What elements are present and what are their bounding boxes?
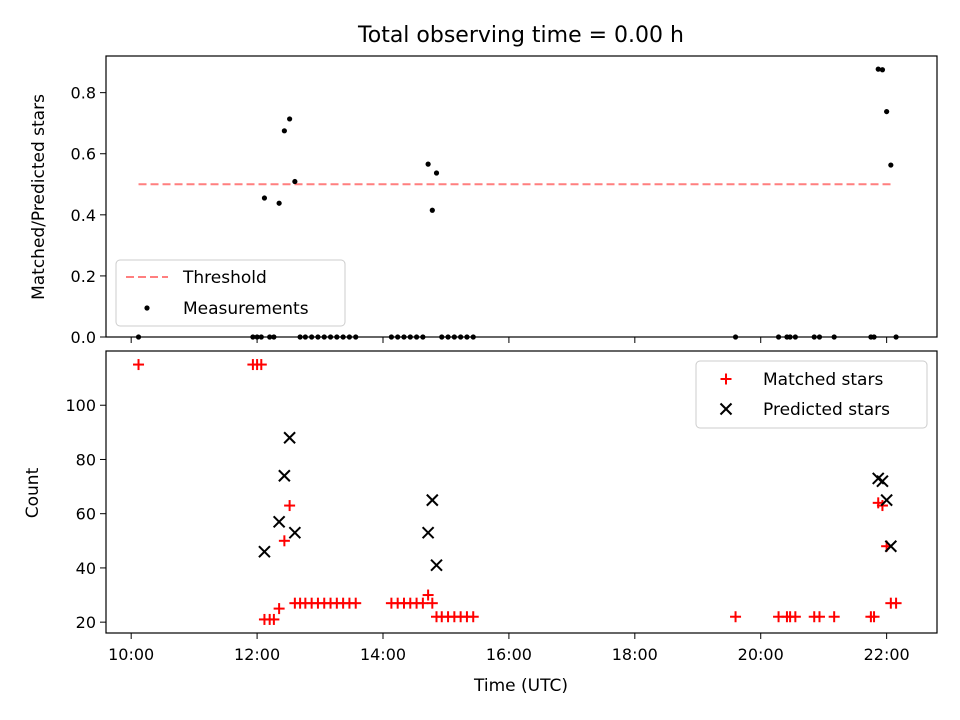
measurement-point <box>287 116 293 122</box>
matched-star-point <box>813 611 825 623</box>
bottom-panel-legend: Matched stars Predicted stars <box>695 360 928 429</box>
matched-star-point <box>890 597 902 609</box>
predicted-star-point <box>278 469 291 482</box>
bottom-panel-xlabel: Time (UTC) <box>473 676 568 696</box>
matched-star-point <box>268 613 280 625</box>
measurement-point <box>425 161 431 167</box>
top-panel-x-ticks <box>130 337 888 343</box>
measurement-point <box>433 170 440 176</box>
matched-star-point <box>255 359 267 371</box>
bottom-xtick-label: 16:00 <box>486 645 532 664</box>
top-panel-y-ticks: 0.0 0.2 0.4 0.6 0.8 <box>71 84 106 347</box>
legend-predicted-marker <box>719 402 733 416</box>
measurement-point <box>875 66 881 72</box>
legend-matched-swatch <box>720 373 732 385</box>
bottom-legend-box <box>695 360 928 429</box>
measurement-point <box>429 207 435 213</box>
matched-star-point <box>417 597 429 609</box>
predicted-star-point <box>430 559 443 572</box>
legend-threshold-label: Threshold <box>182 268 267 288</box>
bottom-xtick-label: 14:00 <box>360 645 406 664</box>
matched-star-point <box>426 597 438 609</box>
matched-star-point <box>284 500 296 512</box>
matched-star-point <box>730 611 742 623</box>
bottom-xtick-label: 10:00 <box>108 645 154 664</box>
bottom-xtick-label: 22:00 <box>864 645 910 664</box>
top-panel-title: Total observing time = 0.00 h <box>357 23 684 48</box>
matched-star-point <box>350 597 362 609</box>
bottom-xtick-label: 12:00 <box>234 645 280 664</box>
predicted-star-point <box>426 493 439 507</box>
bottom-ytick-label: 20 <box>76 613 96 632</box>
matched-star-point <box>422 589 434 601</box>
top-ytick-label: 0.8 <box>71 84 96 103</box>
bottom-xtick-label: 20:00 <box>738 645 784 664</box>
legend-predicted-swatch <box>719 402 733 416</box>
measurement-point <box>261 195 268 201</box>
predicted-star-point <box>258 545 271 558</box>
measurement-point <box>879 67 886 73</box>
bottom-panel-frame <box>105 350 938 634</box>
top-panel-ylabel: Matched/Predicted stars <box>29 94 49 300</box>
bottom-ytick-label: 60 <box>76 505 96 524</box>
top-panel-frame <box>105 55 938 338</box>
measurement-point <box>888 162 894 168</box>
top-panel-legend: Threshold Measurements <box>115 259 346 327</box>
matched-star-point <box>133 359 145 371</box>
legend-measurements-swatch <box>144 305 150 311</box>
measurement-point <box>281 128 287 134</box>
top-ytick-label: 0.2 <box>71 267 96 286</box>
predicted-star-point <box>884 540 898 553</box>
legend-matched-marker <box>720 373 732 385</box>
matched-star-point <box>278 535 290 547</box>
top-ytick-label: 0.6 <box>71 145 96 164</box>
legend-matched-label: Matched stars <box>763 370 883 390</box>
predicted-star-point <box>880 493 893 507</box>
predicted-star-point <box>421 526 435 539</box>
legend-measurements-label: Measurements <box>183 299 309 319</box>
top-legend-box <box>115 259 346 327</box>
matched-star-point <box>868 611 880 623</box>
bottom-panel-y-ticks: 20 40 60 80 100 <box>65 396 106 632</box>
measurement-point <box>292 178 298 185</box>
bottom-ytick-label: 80 <box>76 450 96 469</box>
bottom-panel-plot-area <box>133 359 902 625</box>
top-panel: Total observing time = 0.00 h Matched/Pr… <box>29 23 938 347</box>
bottom-panel-x-ticks: 10:00 12:00 14:00 16:00 18:00 20:00 22:00 <box>108 633 910 664</box>
predicted-star-point <box>288 526 302 539</box>
legend-predicted-label: Predicted stars <box>763 400 890 420</box>
predicted-star-point <box>283 431 296 444</box>
bottom-ytick-label: 100 <box>65 396 96 415</box>
top-panel-plot-area <box>135 66 899 340</box>
matched-star-point <box>828 611 840 623</box>
bottom-ytick-label: 40 <box>76 559 96 578</box>
matched-star-point <box>273 603 285 615</box>
predicted-star-point <box>272 515 286 529</box>
measurement-point <box>884 108 890 115</box>
top-ytick-label: 0.0 <box>71 328 96 347</box>
matched-star-point <box>789 611 801 623</box>
matched-star-point <box>467 611 479 623</box>
top-ytick-label: 0.4 <box>71 206 96 225</box>
predicted-star-point <box>876 474 889 488</box>
measurement-point <box>276 200 282 206</box>
bottom-panel-ylabel: Count <box>23 467 43 518</box>
bottom-xtick-label: 18:00 <box>612 645 658 664</box>
